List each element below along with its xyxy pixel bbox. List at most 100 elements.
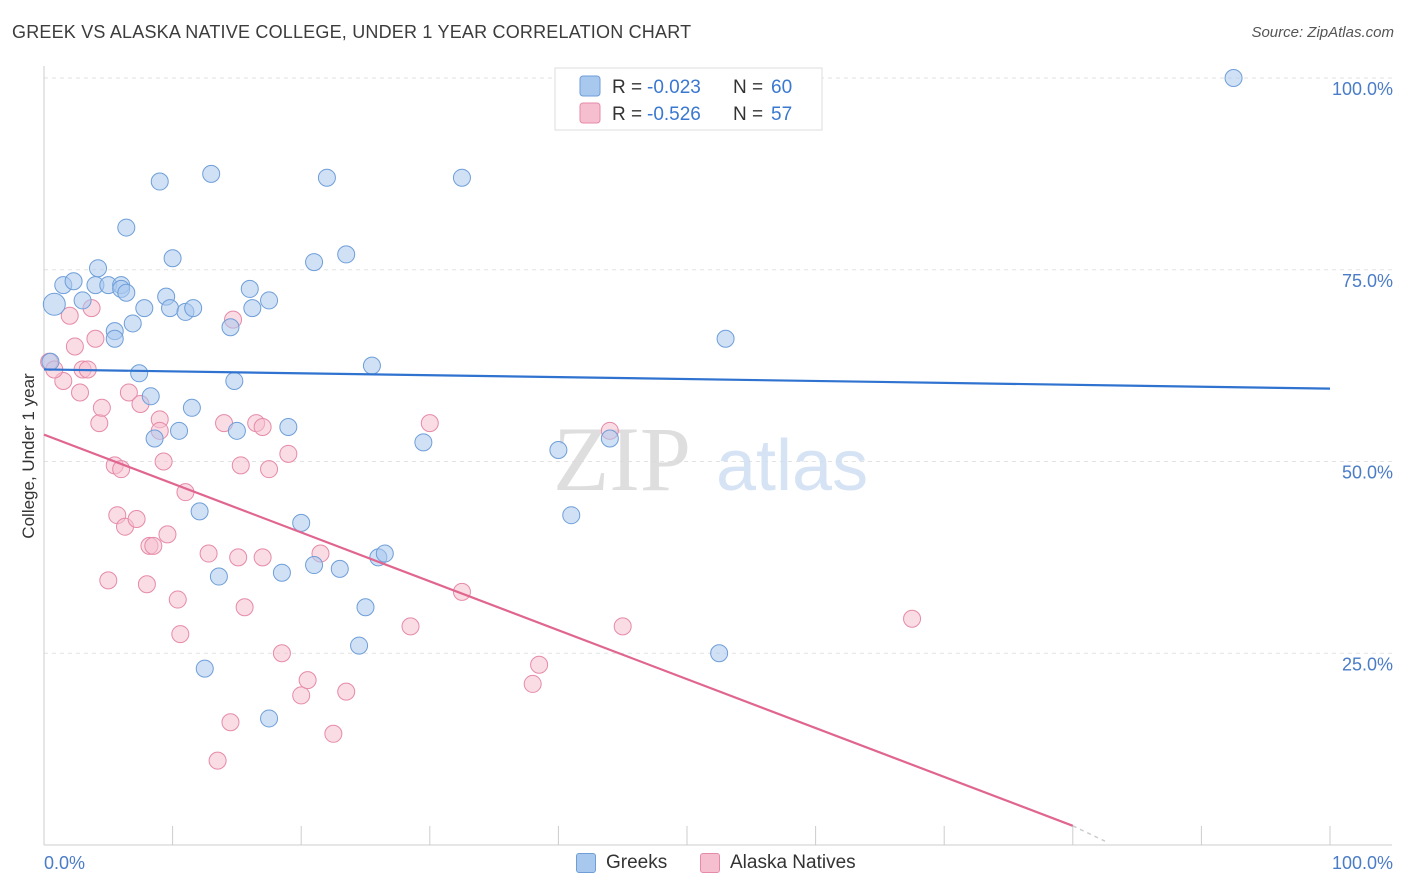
greeks-point: [150, 172, 169, 191]
alaska-natives-point: [208, 751, 227, 770]
greeks-point: [356, 598, 375, 617]
alaska-natives-point: [229, 548, 248, 567]
alaska-natives-point: [324, 724, 343, 743]
greeks-points: [41, 69, 1243, 728]
greeks-point: [292, 513, 311, 532]
greeks-point: [452, 168, 471, 187]
alaska-natives-point: [613, 617, 632, 636]
greeks-point: [161, 299, 180, 318]
source-label: Source: ZipAtlas.com: [1251, 24, 1394, 41]
trend-layer: [43, 368, 1331, 842]
alaska-natives-point: [71, 383, 90, 402]
greeks-point: [42, 292, 66, 316]
greeks-point: [243, 299, 262, 318]
greeks-point: [73, 291, 92, 310]
legend-n-label-alaska-natives: N =: [733, 104, 763, 125]
alaska-natives-point: [260, 460, 279, 479]
alaska-natives-point: [272, 644, 291, 663]
y-tick-label: 50.0%: [1342, 463, 1393, 483]
greeks-point: [202, 164, 221, 183]
greeks-trend-line: [43, 368, 1331, 390]
greeks-point: [710, 644, 729, 663]
alaska-natives-point: [279, 444, 298, 463]
alaska-natives-point: [144, 536, 163, 555]
greeks-point: [1224, 69, 1243, 87]
alaska-natives-point: [127, 510, 146, 529]
greeks-point: [414, 433, 433, 452]
x-tick-label: 0.0%: [44, 853, 85, 873]
alaska-natives-point: [99, 571, 118, 590]
legend-r-value-alaska-natives: -0.526: [647, 104, 701, 125]
greeks-point: [105, 329, 124, 348]
greeks-point: [600, 429, 619, 448]
greeks-point: [260, 291, 279, 310]
legend-r-label-greeks: R =: [612, 77, 642, 98]
y-tick-label: 25.0%: [1342, 654, 1393, 674]
greeks-point: [227, 421, 246, 440]
greeks-point: [182, 398, 201, 417]
alaska-natives-point: [253, 417, 272, 436]
legend-swatch-greeks: [579, 75, 601, 97]
greeks-point: [41, 352, 60, 371]
greeks-point: [123, 314, 142, 333]
alaska-natives-point: [92, 398, 111, 417]
alaska-natives-point: [137, 575, 156, 594]
greeks-point: [305, 253, 324, 272]
alaska-natives-point: [154, 452, 173, 471]
greeks-point: [716, 329, 735, 348]
alaska-natives-point: [420, 414, 439, 433]
alaska-natives-point: [199, 544, 218, 563]
legend-n-value-greeks: 60: [771, 77, 792, 98]
greeks-point: [272, 563, 291, 582]
greeks-point: [89, 259, 108, 278]
greeks-point: [195, 659, 214, 678]
alaska-natives-point: [337, 682, 356, 701]
alaska-natives-swatch: [700, 853, 720, 873]
y-tick-label: 100.0%: [1332, 79, 1393, 99]
alaska-natives-point: [65, 337, 84, 356]
alaska-natives-points: [40, 299, 922, 770]
alaska-natives-point: [523, 674, 542, 693]
greeks-point: [375, 544, 394, 563]
bottom-legend-alaska-natives-label: Alaska Natives: [730, 852, 856, 873]
greeks-point: [64, 272, 83, 291]
bottom-legend-greeks[interactable]: Greeks: [576, 852, 667, 874]
greeks-point: [145, 429, 164, 448]
greeks-point: [330, 559, 349, 578]
greeks-point: [170, 421, 189, 440]
greeks-point: [350, 636, 369, 655]
bottom-legend-greeks-label: Greeks: [606, 852, 668, 873]
alaska-natives-trend-extension: [1072, 825, 1106, 842]
greeks-point: [190, 502, 209, 521]
chart-title: GREEK VS ALASKA NATIVE COLLEGE, UNDER 1 …: [12, 22, 692, 42]
alaska-natives-point: [168, 590, 187, 609]
alaska-natives-point: [401, 617, 420, 636]
legend-r-label-alaska-natives: R =: [612, 104, 642, 125]
greeks-point: [562, 506, 581, 525]
watermark-zip: ZIP: [553, 408, 691, 510]
greeks-point: [240, 279, 259, 298]
stats-legend: R = -0.023 N = 60 R = -0.526 N = 57: [554, 67, 823, 131]
watermark: ZIP atlas: [553, 408, 868, 510]
alaska-natives-point: [86, 329, 105, 348]
legend-n-value-alaska-natives: 57: [771, 104, 792, 125]
greeks-point: [549, 440, 568, 459]
alaska-natives-point: [60, 306, 79, 325]
greeks-point: [225, 371, 244, 390]
y-axis-title: College, Under 1 year: [19, 373, 38, 539]
bottom-legend: Greeks Alaska Natives: [0, 850, 1406, 878]
greeks-point: [362, 356, 381, 375]
watermark-atlas: atlas: [716, 426, 868, 506]
greeks-swatch: [576, 853, 596, 873]
greeks-point: [209, 567, 228, 586]
legend-r-value-greeks: -0.023: [647, 77, 701, 98]
y-tick-label: 75.0%: [1342, 271, 1393, 291]
bottom-legend-alaska-natives[interactable]: Alaska Natives: [700, 852, 856, 874]
greeks-point: [317, 168, 336, 187]
x-tick-label: 100.0%: [1332, 853, 1393, 873]
alaska-natives-point: [903, 609, 922, 628]
greeks-point: [135, 299, 154, 318]
legend-swatch-alaska-natives: [579, 102, 601, 124]
alaska-natives-trend-line: [43, 433, 1074, 827]
